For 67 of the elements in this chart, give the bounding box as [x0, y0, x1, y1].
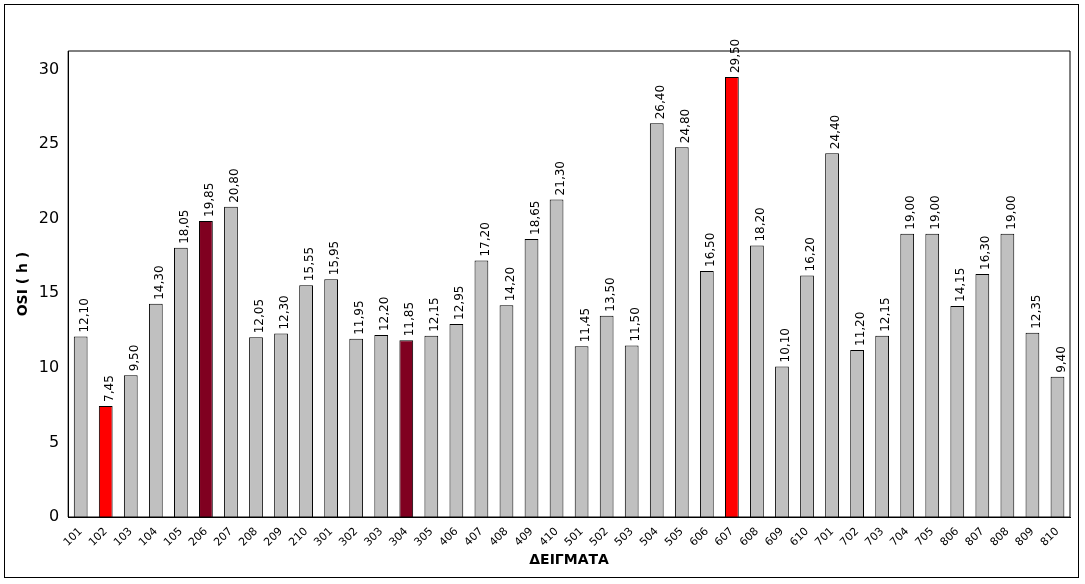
data-label: 20,80: [227, 168, 242, 203]
x-tick-label: 301: [311, 524, 336, 549]
x-tick-label: 409: [511, 524, 536, 549]
data-label: 15,95: [327, 240, 342, 276]
data-label: 21,30: [552, 161, 567, 196]
data-label: 14,15: [953, 267, 968, 303]
data-label: 29,50: [728, 38, 742, 74]
data-label: 9,40: [1053, 346, 1068, 373]
data-label: 18,20: [753, 207, 768, 242]
x-tick-label: 606: [686, 524, 711, 549]
x-tick-label: 701: [812, 524, 837, 549]
x-tick-label: 406: [436, 524, 461, 549]
x-tick-label: 608: [737, 524, 762, 549]
data-label: 24,80: [677, 108, 692, 144]
data-label: 18,05: [176, 209, 191, 244]
data-label: 17,20: [477, 222, 492, 257]
data-label: 9,50: [126, 344, 141, 372]
y-tick-label: 25: [38, 133, 60, 153]
y-tick-label: 0: [48, 506, 60, 526]
data-label: 7,45: [101, 375, 116, 402]
data-label: 16,30: [978, 235, 993, 270]
data-label: 11,85: [402, 301, 417, 337]
data-label: 12,15: [878, 297, 893, 332]
data-label: 19,00: [928, 195, 943, 230]
x-tick-label: 702: [837, 524, 862, 549]
x-axis-title: ΔΕΙΓΜΑΤΑ: [529, 551, 610, 568]
data-label: 11,20: [853, 311, 868, 346]
data-label: 11,50: [627, 307, 642, 342]
x-tick-label: 501: [561, 524, 586, 549]
data-label: 24,40: [828, 114, 843, 150]
data-label: 12,10: [76, 298, 91, 333]
y-tick-label: 20: [38, 207, 60, 227]
data-label: 16,50: [702, 232, 717, 267]
y-tick-label: 10: [38, 357, 60, 377]
y-tick-label: 15: [38, 282, 60, 302]
data-label: 12,35: [1028, 294, 1043, 329]
data-label: 12,30: [277, 295, 292, 330]
x-tick-label: 705: [912, 524, 937, 549]
data-label: 19,00: [903, 195, 918, 230]
x-tick-label: 101: [60, 524, 85, 549]
y-tick-label: 5: [48, 431, 60, 451]
x-tick-label: 407: [461, 524, 486, 549]
data-label: 12,05: [252, 298, 267, 334]
y-axis-title: OSI ( h ): [14, 251, 31, 317]
data-label: 19,00: [1003, 195, 1018, 230]
x-tick-label: 703: [862, 524, 887, 549]
x-tick-label: 704: [887, 524, 912, 549]
y-tick-label: 30: [38, 58, 60, 78]
x-tick-label: 607: [711, 524, 737, 549]
data-label: 14,30: [151, 265, 166, 300]
x-tick-label: 408: [486, 524, 511, 549]
data-label: 10,10: [778, 328, 793, 363]
data-label: 15,55: [302, 246, 317, 282]
x-tick-label: 610: [787, 524, 812, 549]
data-label: 26,40: [652, 84, 667, 120]
data-label: 12,20: [377, 296, 392, 332]
data-label: 18,65: [527, 200, 542, 235]
data-label: 19,85: [202, 182, 217, 217]
data-label: 11,95: [352, 300, 367, 335]
data-label: 16,20: [803, 237, 818, 272]
data-label: 12,15: [427, 297, 442, 332]
data-label: 14,20: [502, 266, 517, 302]
x-tick-label: 410: [536, 524, 561, 549]
data-label: 12,95: [452, 285, 467, 320]
data-label: 13,50: [602, 277, 617, 312]
x-tick-label: 609: [762, 524, 787, 549]
data-label: 11,45: [577, 307, 592, 343]
